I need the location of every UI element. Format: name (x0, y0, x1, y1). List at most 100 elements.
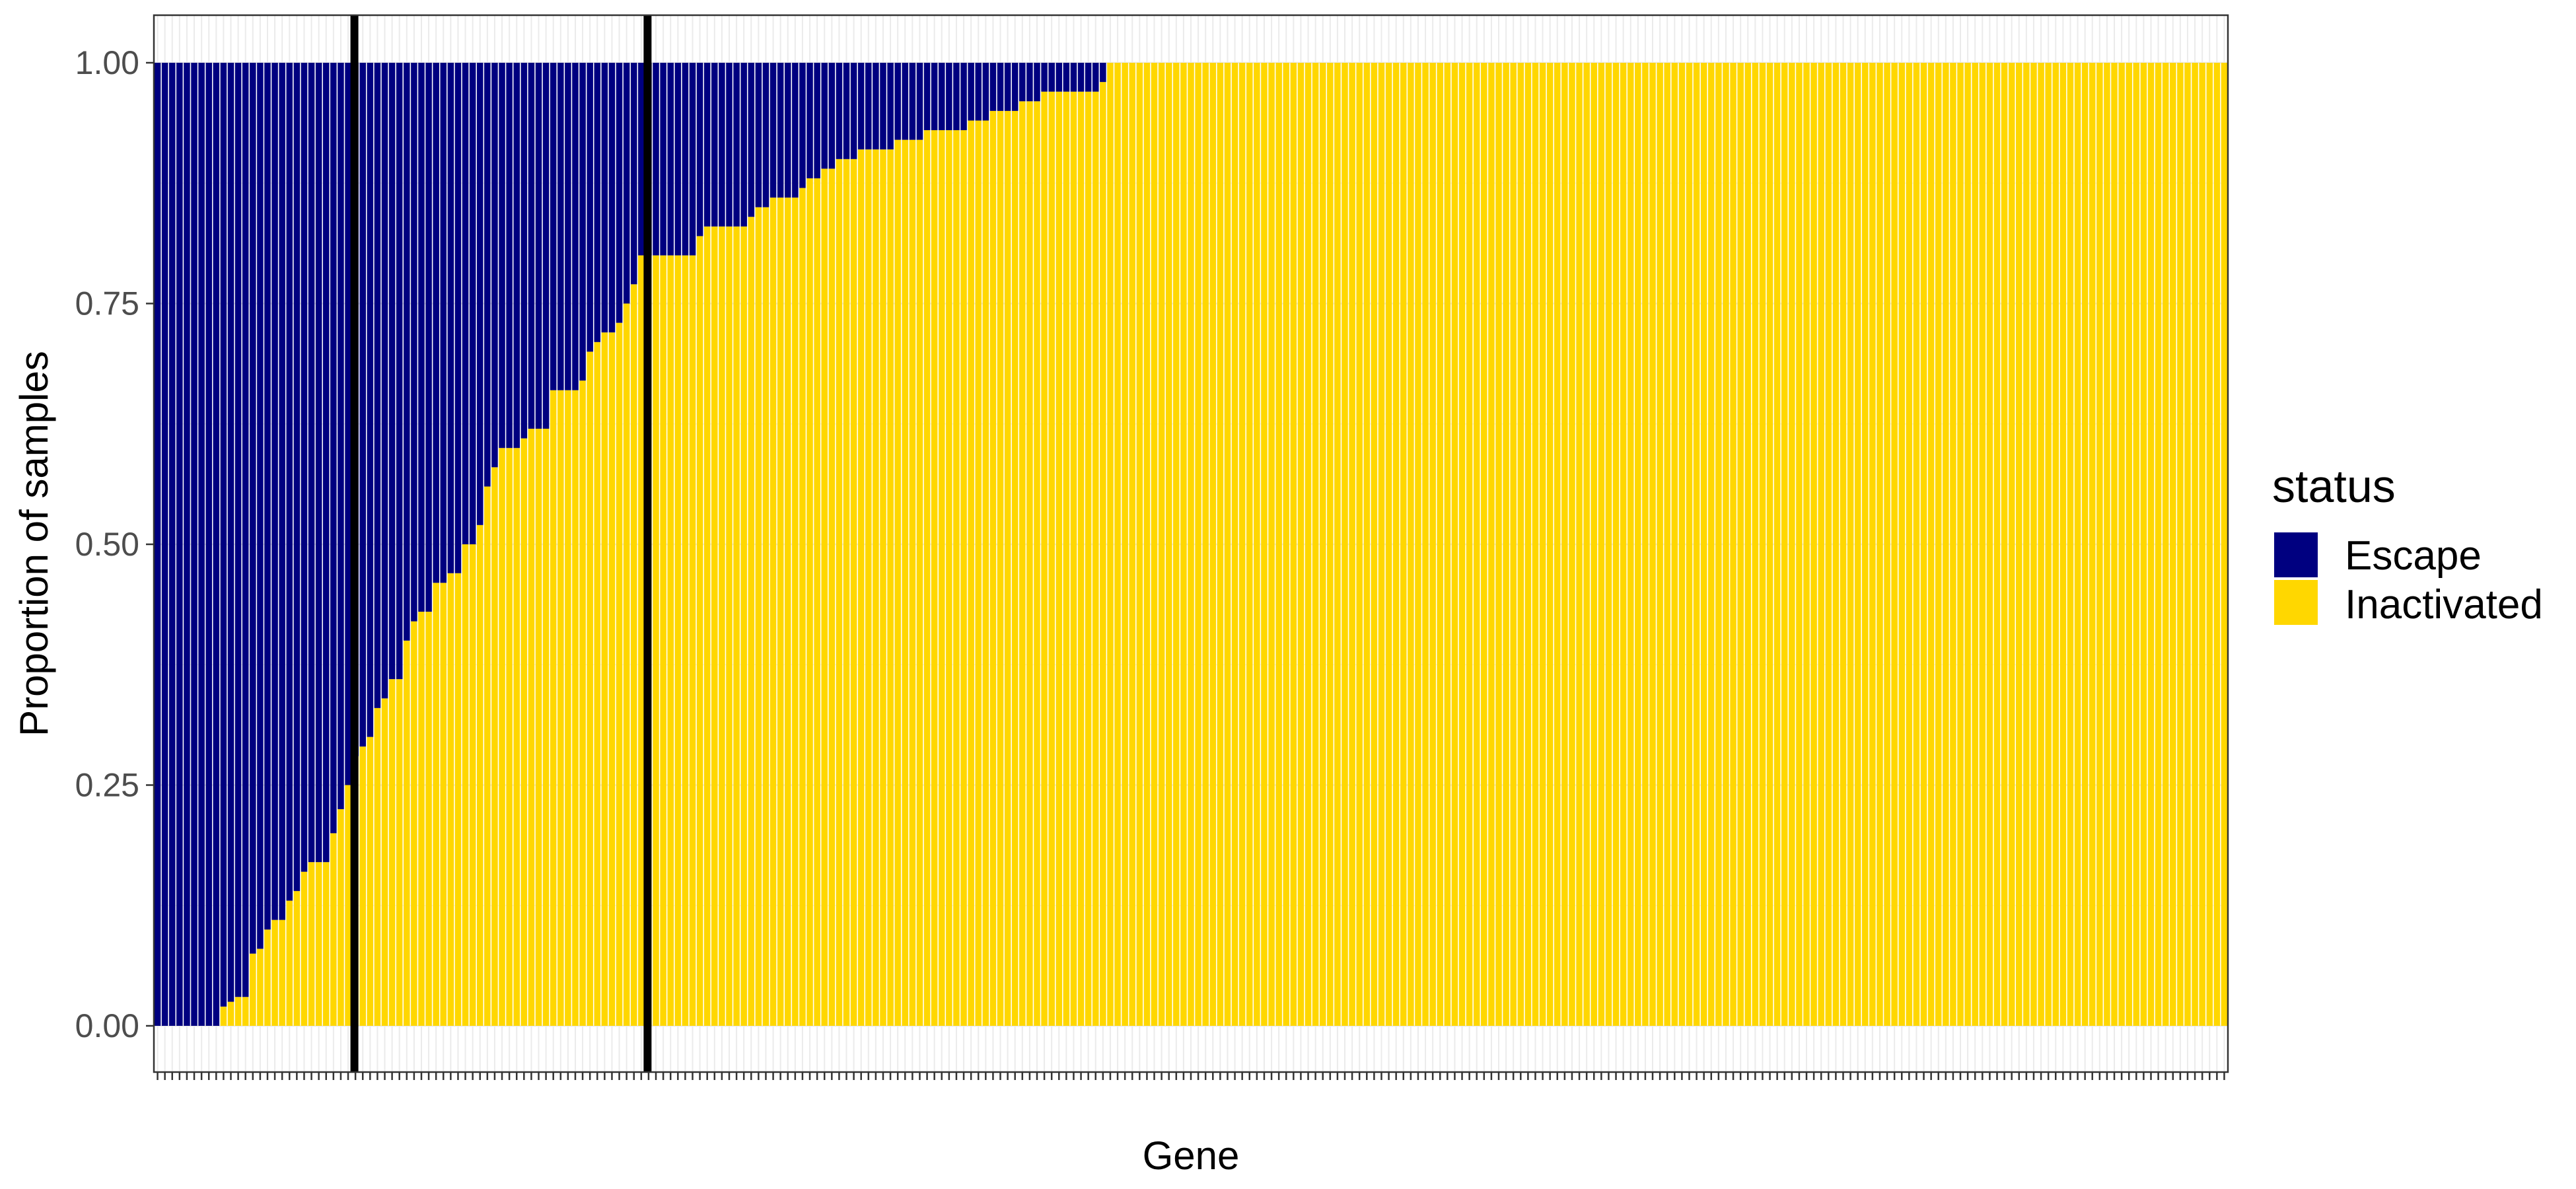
bar-inactivated (520, 438, 528, 1026)
bar-escape (769, 63, 777, 198)
bar-escape (726, 63, 733, 227)
bar-inactivated (799, 188, 806, 1026)
bar-inactivated (923, 130, 931, 1026)
bar-inactivated (1107, 63, 1114, 1026)
bar-inactivated (1378, 63, 1385, 1026)
reference-lines (350, 15, 652, 1072)
bar-escape (674, 63, 682, 256)
bar-inactivated (2192, 63, 2198, 1026)
bar-inactivated (674, 255, 682, 1027)
bar-inactivated (806, 178, 813, 1027)
bar-escape (828, 63, 836, 169)
bar-escape (176, 63, 183, 1026)
y-axis: 0.00 0.25 0.50 0.75 1.00 (75, 44, 154, 1044)
bar-escape (880, 63, 886, 150)
bar-inactivated (2016, 63, 2022, 1026)
bar-inactivated (623, 303, 630, 1026)
y-tick-label: 0.25 (75, 767, 139, 804)
bar-inactivated (2147, 63, 2155, 1026)
bar-escape (733, 63, 740, 227)
bar-inactivated (2089, 63, 2096, 1026)
bar-inactivated (1781, 63, 1788, 1026)
bar-escape (873, 63, 879, 150)
bar-inactivated (2008, 63, 2015, 1026)
bar-inactivated (484, 486, 491, 1026)
bar-inactivated (227, 1001, 234, 1026)
bar-escape (184, 63, 190, 1026)
bar-escape (792, 63, 799, 198)
bar-inactivated (755, 207, 762, 1027)
bar-inactivated (1818, 63, 1824, 1026)
bar-inactivated (1055, 91, 1063, 1027)
bar-escape (982, 63, 989, 121)
bar-inactivated (587, 351, 593, 1026)
bar-escape (784, 63, 791, 198)
bar-escape (1026, 63, 1033, 102)
bar-inactivated (1429, 63, 1436, 1026)
bar-escape (1100, 63, 1106, 83)
bar-inactivated (1026, 101, 1033, 1026)
bar-escape (359, 63, 366, 747)
bar-inactivated (330, 833, 337, 1026)
bar-inactivated (1158, 63, 1165, 1026)
bar-escape (843, 63, 850, 159)
bar-inactivated (1495, 63, 1502, 1026)
bar-inactivated (2067, 63, 2074, 1026)
bar-inactivated (2126, 63, 2132, 1026)
bar-inactivated (1700, 63, 1707, 1026)
bar-inactivated (982, 120, 989, 1027)
bar-inactivated (726, 226, 733, 1026)
y-tick-label: 0.00 (75, 1007, 139, 1044)
bar-inactivated (1261, 63, 1268, 1026)
bar-inactivated (1254, 63, 1260, 1026)
bar-inactivated (1796, 63, 1803, 1026)
bar-inactivated (1305, 63, 1312, 1026)
bar-inactivated (1642, 63, 1649, 1026)
bar-escape (572, 63, 579, 390)
bar-escape (623, 63, 630, 304)
bar-inactivated (1122, 63, 1128, 1026)
bar-escape (1063, 63, 1070, 92)
bar-inactivated (1143, 63, 1151, 1026)
bar-inactivated (411, 621, 417, 1026)
bar-inactivated (557, 390, 564, 1026)
bar-inactivated (1312, 63, 1319, 1026)
bar-inactivated (359, 746, 366, 1026)
bar-inactivated (1290, 63, 1297, 1026)
bar-inactivated (1180, 63, 1187, 1026)
bar-inactivated (1943, 63, 1949, 1026)
legend-label-escape: Escape (2345, 533, 2482, 579)
bar-inactivated (1708, 63, 1715, 1026)
bar-inactivated (1810, 63, 1817, 1026)
bar-inactivated (1972, 63, 1978, 1026)
bar-inactivated (315, 862, 322, 1026)
bar-escape (762, 63, 769, 207)
bar-inactivated (1920, 63, 1927, 1026)
bar-escape (601, 63, 608, 333)
bar-escape (1004, 63, 1011, 111)
bar-escape (264, 63, 271, 930)
bar-inactivated (1612, 63, 1620, 1026)
bar-inactivated (1019, 101, 1026, 1026)
bar-escape (594, 63, 601, 342)
bar-inactivated (565, 390, 571, 1026)
bar-inactivated (1913, 63, 1920, 1026)
bar-escape (1034, 63, 1040, 102)
bar-inactivated (1077, 91, 1085, 1027)
bar-inactivated (960, 130, 967, 1026)
bar-inactivated (345, 785, 351, 1026)
bar-inactivated (719, 226, 725, 1026)
bar-inactivated (916, 139, 923, 1026)
bar-inactivated (1004, 110, 1011, 1026)
bar-escape (411, 63, 417, 622)
bar-inactivated (2096, 63, 2103, 1026)
bar-inactivated (1392, 63, 1400, 1026)
bar-inactivated (1466, 63, 1473, 1026)
bar-escape (154, 63, 161, 1026)
bar-escape (997, 63, 1004, 111)
bar-inactivated (1165, 63, 1172, 1026)
bar-escape (213, 63, 220, 1026)
bar-escape (719, 63, 725, 227)
bar-escape (821, 63, 828, 169)
bar-inactivated (1195, 63, 1201, 1026)
